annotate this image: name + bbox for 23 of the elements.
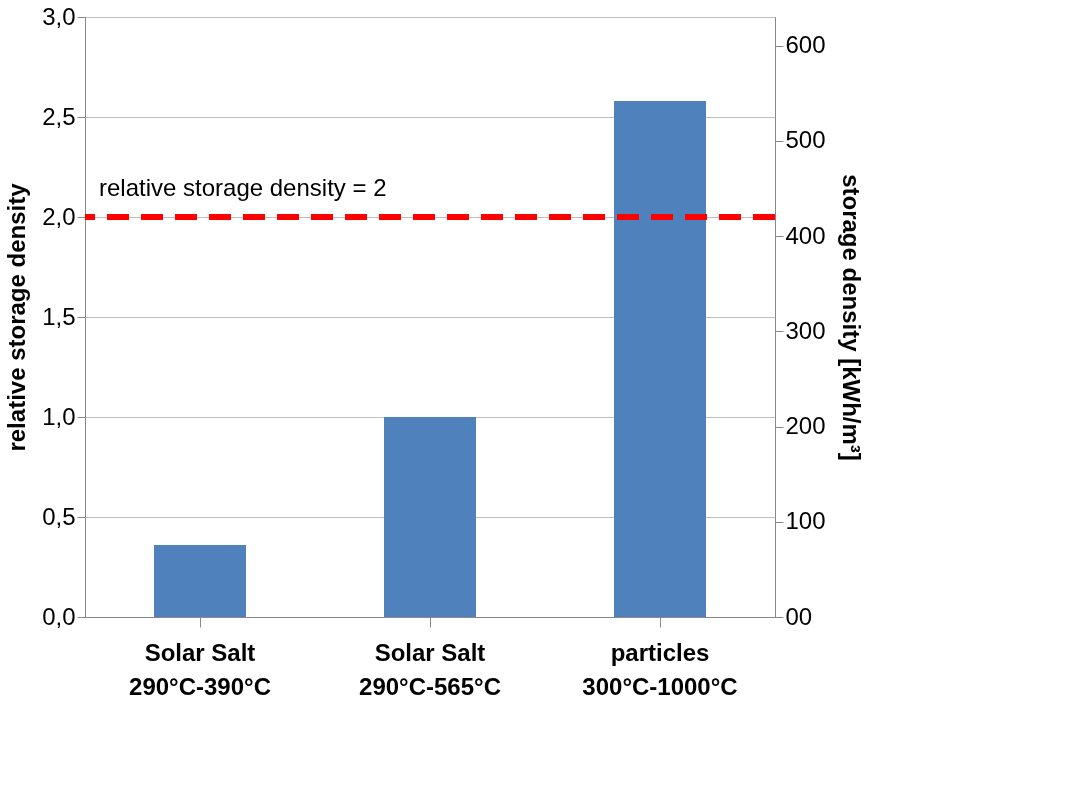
x-tick-label: particles 300°C-1000°C	[582, 638, 738, 700]
y-tick-label: 2,5	[42, 102, 76, 130]
y-tick-label: 2,0	[42, 202, 76, 230]
y2-tick-label: 200	[785, 412, 826, 440]
y2-tick-label: 400	[785, 221, 826, 249]
y2-tick-label: 300	[785, 316, 826, 344]
y2-tick-label: 00	[785, 602, 813, 630]
bar	[384, 417, 476, 617]
bar	[154, 545, 246, 617]
bar	[614, 101, 706, 617]
x-tick-label: Solar Salt 290°C-565°C	[359, 638, 501, 700]
x-tick-label: Solar Salt 290°C-390°C	[129, 638, 271, 700]
y-tick-label: 0,0	[42, 602, 76, 630]
y-tick-label: 1,5	[42, 302, 76, 330]
y2-tick-label: 600	[785, 31, 826, 59]
y-tick-label: 0,5	[42, 502, 76, 530]
ref-line-label: relative storage density = 2	[99, 174, 387, 201]
y2-tick-label: 500	[785, 126, 826, 154]
y-tick-label: 3,0	[42, 2, 76, 30]
y-tick-label: 1,0	[42, 402, 76, 430]
y-axis-title: relative storage density	[3, 182, 31, 452]
y2-axis-title: storage density [kWh/m³]	[837, 174, 865, 461]
y2-tick-label: 100	[785, 507, 826, 535]
